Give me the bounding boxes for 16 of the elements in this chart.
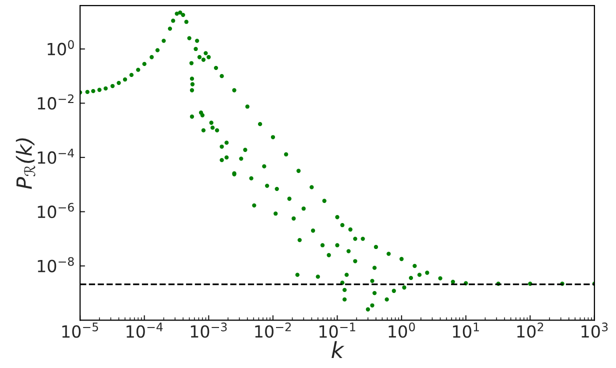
y-tick-label: 10$^{−6}$ bbox=[38, 202, 74, 218]
x-tick-label: 10$^{−5}$ bbox=[62, 322, 98, 338]
x-tick-label: 10$^{−1}$ bbox=[320, 322, 356, 338]
x-tick-label: 10$^{−3}$ bbox=[190, 322, 227, 338]
y-tick-label: 10$^{0}$ bbox=[48, 40, 74, 56]
x-tick-label: 10$^{3}$ bbox=[582, 322, 608, 338]
x-tick-label: 10$^{−4}$ bbox=[126, 322, 163, 338]
x-tick-label: 10$^{1}$ bbox=[453, 322, 479, 338]
y-tick-label: 10$^{−2}$ bbox=[38, 94, 74, 110]
y-axis-title: P$_{ℛ}$(k) bbox=[16, 138, 36, 189]
y-tick-label: 10$^{−4}$ bbox=[38, 148, 74, 164]
x-tick-label: 10$^{2}$ bbox=[517, 322, 544, 338]
x-tick-label: 10$^{0}$ bbox=[388, 322, 415, 338]
y-tick-label: 10$^{−8}$ bbox=[38, 257, 74, 272]
x-axis-title: k bbox=[332, 341, 344, 358]
x-tick-label: 10$^{−2}$ bbox=[255, 322, 291, 338]
